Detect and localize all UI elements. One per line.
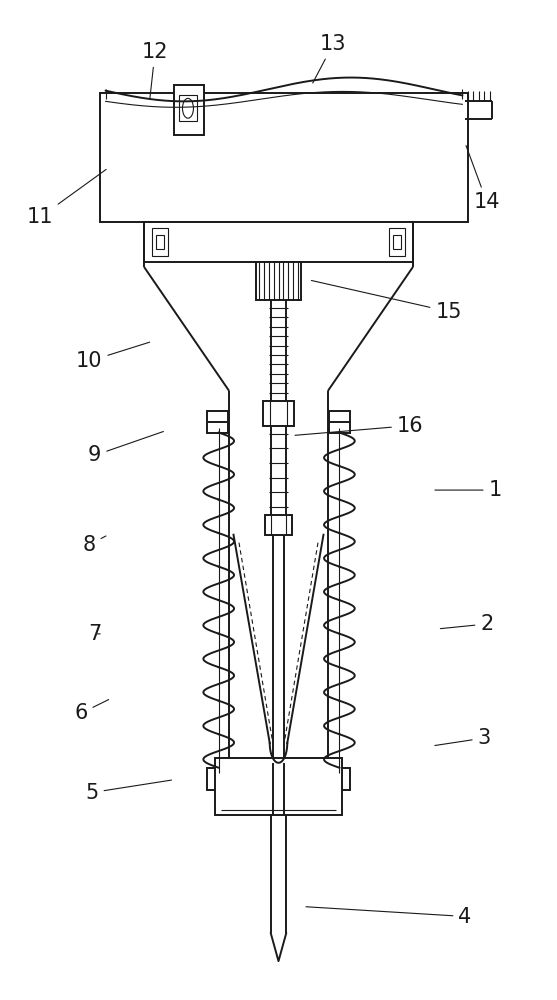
Text: 6: 6 [74, 700, 109, 723]
Bar [216, 758, 341, 815]
Text: 3: 3 [435, 728, 491, 748]
Text: 9: 9 [88, 431, 163, 465]
Text: 2: 2 [441, 614, 494, 634]
Bar [389, 228, 405, 256]
Bar [393, 235, 401, 249]
Text: 11: 11 [27, 169, 106, 227]
Text: 16: 16 [295, 416, 423, 436]
Bar [256, 262, 301, 300]
Bar [329, 768, 350, 790]
Bar [179, 95, 197, 121]
Text: 4: 4 [306, 907, 472, 927]
Text: 12: 12 [142, 42, 168, 99]
Text: 14: 14 [466, 146, 500, 213]
Text: 13: 13 [312, 34, 346, 83]
Text: 7: 7 [88, 624, 101, 644]
Bar [207, 768, 228, 790]
Bar [265, 515, 292, 535]
Bar [144, 222, 413, 262]
Text: 5: 5 [85, 780, 172, 803]
Text: 10: 10 [76, 342, 150, 371]
Text: 15: 15 [311, 280, 462, 322]
Bar [156, 235, 164, 249]
Bar [263, 401, 294, 426]
Text: 1: 1 [435, 480, 502, 500]
Bar [174, 85, 204, 135]
Bar [100, 93, 468, 222]
Bar [207, 411, 228, 433]
Text: 8: 8 [82, 535, 106, 555]
Bar [152, 228, 168, 256]
Bar [329, 411, 350, 433]
